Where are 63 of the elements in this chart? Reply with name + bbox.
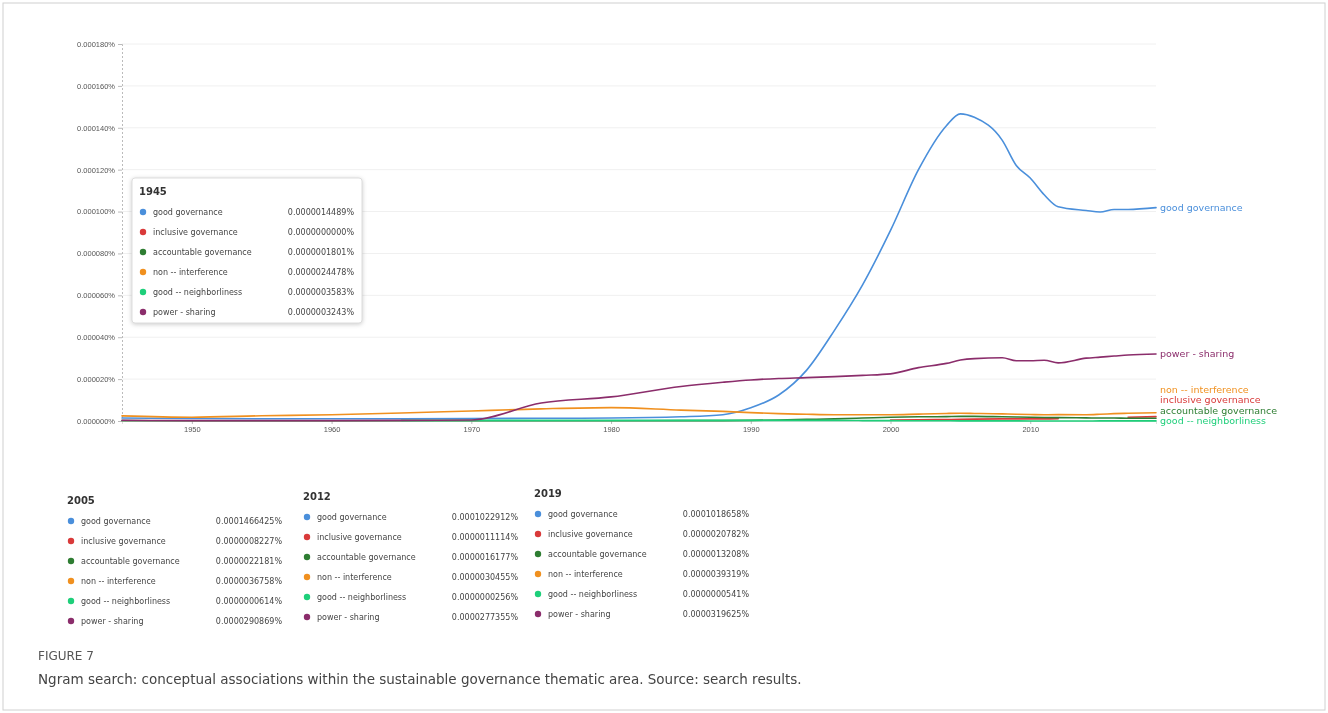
text: good -- neighborliness [81,596,171,606]
text: accountable governance [81,556,180,566]
text: power - sharing [81,616,144,626]
text: inclusive governance [317,532,402,542]
line-series [121,113,1157,420]
series-label: good governance [1160,201,1243,213]
text: 0.0000008227% [215,536,283,546]
text: 0.0000000614% [215,596,283,606]
text: 0.0000022181% [215,556,283,566]
line-series [121,353,1157,422]
text: 2019 [534,488,562,499]
annotation: inclusive governance [153,227,238,237]
text: 2005 [67,495,95,506]
text: 0.0000030455% [451,572,519,582]
text: good -- neighborliness [317,592,407,602]
text: 0.0000011114% [451,532,519,542]
series-label: inclusive governance [1160,394,1261,406]
annotation: accountable governance [153,247,252,257]
text: good -- neighborliness [548,589,638,599]
text: 0.0001022912% [451,512,519,522]
series-label: power - sharing [1160,348,1235,360]
annotation: 0.0000003243% [287,307,355,317]
text: good governance [317,512,387,522]
annotation: 0.0000003583% [287,287,355,297]
annotation: good -- neighborliness [153,287,243,297]
text: 2012 [303,491,331,502]
text: 0.0000039319% [682,569,750,579]
text: good governance [548,509,618,519]
series-label: accountable governance [1160,404,1278,416]
text: 0.0000319625% [682,609,750,619]
annotation: non -- interference [153,267,228,277]
annotation: 0.0000000000% [287,227,355,237]
annotation: good governance [153,207,223,217]
text: 0.0000290869% [215,616,283,626]
text: Ngram search: conceptual associations within the sustainable governance thematic area. Source: search results. [38,671,802,687]
text: inclusive governance [548,529,633,539]
text: 0.0001018658% [682,509,750,519]
text: 0.0000020782% [682,529,750,539]
annotation: 0.0000001801% [287,247,355,257]
text: good governance [81,516,151,526]
line-series [121,406,1157,419]
series-label: good -- neighborliness [1160,415,1266,427]
text: 0.0000277355% [451,612,519,622]
text: 0.0000000541% [682,589,750,599]
annotation: 0.0000014489% [287,207,355,217]
text: 0.0000016177% [451,552,519,562]
text: 0.0000036758% [215,576,283,586]
text: power - sharing [317,612,380,622]
text: power - sharing [548,609,611,619]
series-label: non -- interference [1160,383,1249,395]
text: inclusive governance [81,536,166,546]
text: non -- interference [81,576,156,586]
text: accountable governance [317,552,416,562]
text: 0.0000000256% [451,592,519,602]
text: 0.0000013208% [682,549,750,559]
text: non -- interference [548,569,623,579]
annotation: 1945 [139,186,167,197]
text: FIGURE 7 [38,649,94,663]
text: accountable governance [548,549,647,559]
annotation: 0.0000024478% [287,267,355,277]
annotation: power - sharing [153,307,216,317]
text: 0.0001466425% [215,516,283,526]
text: non -- interference [317,572,392,582]
